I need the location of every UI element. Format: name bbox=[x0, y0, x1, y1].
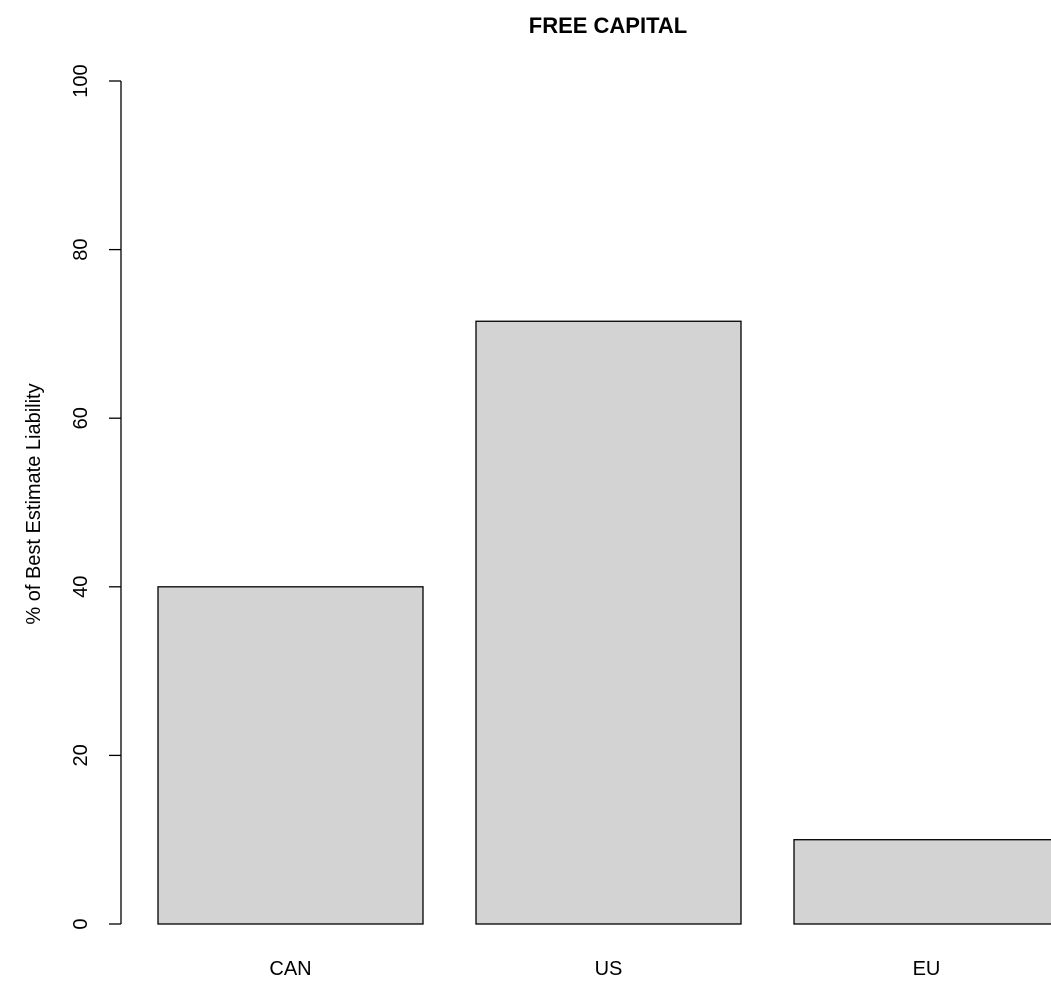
y-tick-label: 60 bbox=[70, 407, 92, 429]
bars bbox=[157, 320, 1051, 925]
y-tick-label: 20 bbox=[70, 744, 92, 766]
x-category-label: US bbox=[595, 958, 623, 980]
y-tick-label: 0 bbox=[70, 918, 92, 929]
chart-title: FREE CAPITAL bbox=[529, 13, 687, 38]
x-category-label: CAN bbox=[269, 958, 311, 980]
bar-eu bbox=[793, 839, 1051, 925]
y-tick-label: 100 bbox=[70, 64, 92, 97]
y-axis-label: % of Best Estimate Liability bbox=[23, 383, 45, 624]
y-tick-label: 80 bbox=[70, 238, 92, 260]
y-tick-label: 40 bbox=[70, 576, 92, 598]
y-axis: 0 20 40 60 80 100 bbox=[70, 64, 122, 930]
bar-can bbox=[157, 586, 424, 925]
x-axis-labels: CAN US EU bbox=[269, 958, 940, 980]
bar-us bbox=[475, 320, 742, 925]
x-category-label: EU bbox=[913, 958, 941, 980]
